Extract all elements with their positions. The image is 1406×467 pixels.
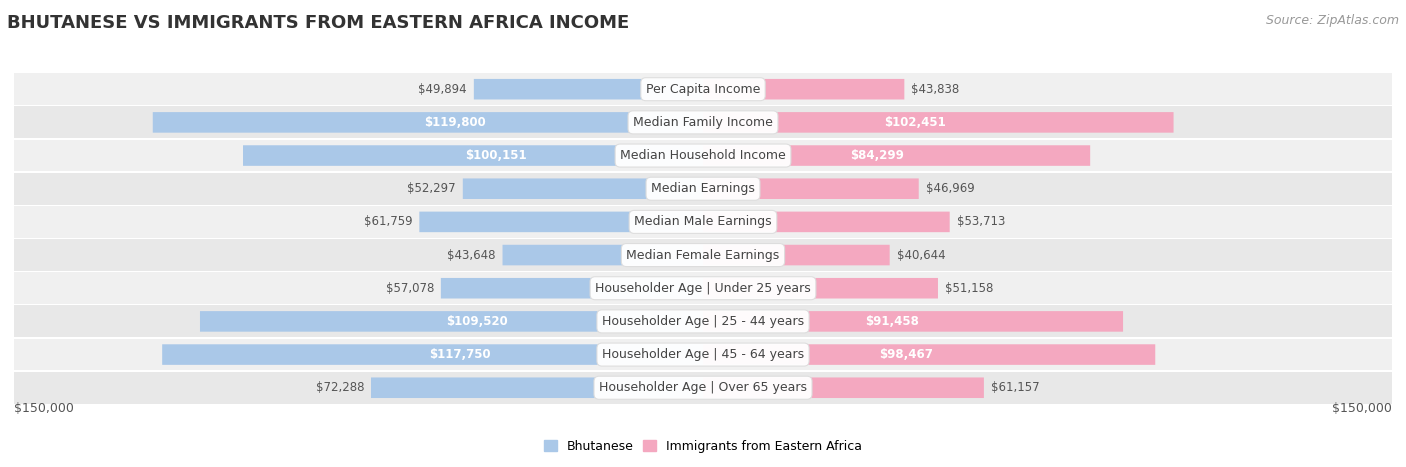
- FancyBboxPatch shape: [200, 311, 703, 332]
- Text: $98,467: $98,467: [880, 348, 934, 361]
- Text: $100,151: $100,151: [465, 149, 527, 162]
- Text: Median Household Income: Median Household Income: [620, 149, 786, 162]
- Text: $43,838: $43,838: [911, 83, 959, 96]
- FancyBboxPatch shape: [243, 145, 703, 166]
- FancyBboxPatch shape: [162, 344, 703, 365]
- Text: $52,297: $52,297: [408, 182, 456, 195]
- Bar: [14, 339, 1392, 370]
- Bar: [14, 305, 1392, 337]
- FancyBboxPatch shape: [703, 178, 918, 199]
- Text: $61,157: $61,157: [991, 381, 1039, 394]
- Text: Median Female Earnings: Median Female Earnings: [627, 248, 779, 262]
- FancyBboxPatch shape: [703, 377, 984, 398]
- Text: $72,288: $72,288: [315, 381, 364, 394]
- FancyBboxPatch shape: [703, 278, 938, 298]
- FancyBboxPatch shape: [703, 79, 904, 99]
- Text: $84,299: $84,299: [851, 149, 904, 162]
- Bar: [14, 73, 1392, 105]
- FancyBboxPatch shape: [463, 178, 703, 199]
- FancyBboxPatch shape: [419, 212, 703, 232]
- Text: Householder Age | Over 65 years: Householder Age | Over 65 years: [599, 381, 807, 394]
- FancyBboxPatch shape: [703, 112, 1174, 133]
- Text: $102,451: $102,451: [884, 116, 946, 129]
- Legend: Bhutanese, Immigrants from Eastern Africa: Bhutanese, Immigrants from Eastern Afric…: [538, 435, 868, 458]
- Text: $91,458: $91,458: [865, 315, 920, 328]
- FancyBboxPatch shape: [153, 112, 703, 133]
- Bar: [14, 140, 1392, 171]
- FancyBboxPatch shape: [371, 377, 703, 398]
- Text: $51,158: $51,158: [945, 282, 993, 295]
- Text: Median Family Income: Median Family Income: [633, 116, 773, 129]
- FancyBboxPatch shape: [441, 278, 703, 298]
- Text: $49,894: $49,894: [419, 83, 467, 96]
- Bar: [14, 272, 1392, 304]
- Text: $150,000: $150,000: [14, 402, 75, 415]
- Text: Median Male Earnings: Median Male Earnings: [634, 215, 772, 228]
- Text: Householder Age | 45 - 64 years: Householder Age | 45 - 64 years: [602, 348, 804, 361]
- Bar: [14, 173, 1392, 205]
- Text: Source: ZipAtlas.com: Source: ZipAtlas.com: [1265, 14, 1399, 27]
- Text: $61,759: $61,759: [364, 215, 412, 228]
- Text: $57,078: $57,078: [385, 282, 434, 295]
- Text: $40,644: $40,644: [897, 248, 945, 262]
- Text: BHUTANESE VS IMMIGRANTS FROM EASTERN AFRICA INCOME: BHUTANESE VS IMMIGRANTS FROM EASTERN AFR…: [7, 14, 630, 32]
- FancyBboxPatch shape: [703, 344, 1156, 365]
- FancyBboxPatch shape: [474, 79, 703, 99]
- Text: $150,000: $150,000: [1331, 402, 1392, 415]
- Text: $119,800: $119,800: [425, 116, 486, 129]
- FancyBboxPatch shape: [502, 245, 703, 265]
- Text: $46,969: $46,969: [925, 182, 974, 195]
- Text: Householder Age | 25 - 44 years: Householder Age | 25 - 44 years: [602, 315, 804, 328]
- FancyBboxPatch shape: [703, 212, 949, 232]
- Text: $117,750: $117,750: [429, 348, 491, 361]
- FancyBboxPatch shape: [703, 311, 1123, 332]
- Text: Median Earnings: Median Earnings: [651, 182, 755, 195]
- Bar: [14, 239, 1392, 271]
- FancyBboxPatch shape: [703, 245, 890, 265]
- Text: Householder Age | Under 25 years: Householder Age | Under 25 years: [595, 282, 811, 295]
- Text: $109,520: $109,520: [446, 315, 508, 328]
- Text: Per Capita Income: Per Capita Income: [645, 83, 761, 96]
- Bar: [14, 206, 1392, 238]
- Bar: [14, 372, 1392, 403]
- Text: $53,713: $53,713: [956, 215, 1005, 228]
- Text: $43,648: $43,648: [447, 248, 496, 262]
- FancyBboxPatch shape: [703, 145, 1090, 166]
- Bar: [14, 106, 1392, 138]
